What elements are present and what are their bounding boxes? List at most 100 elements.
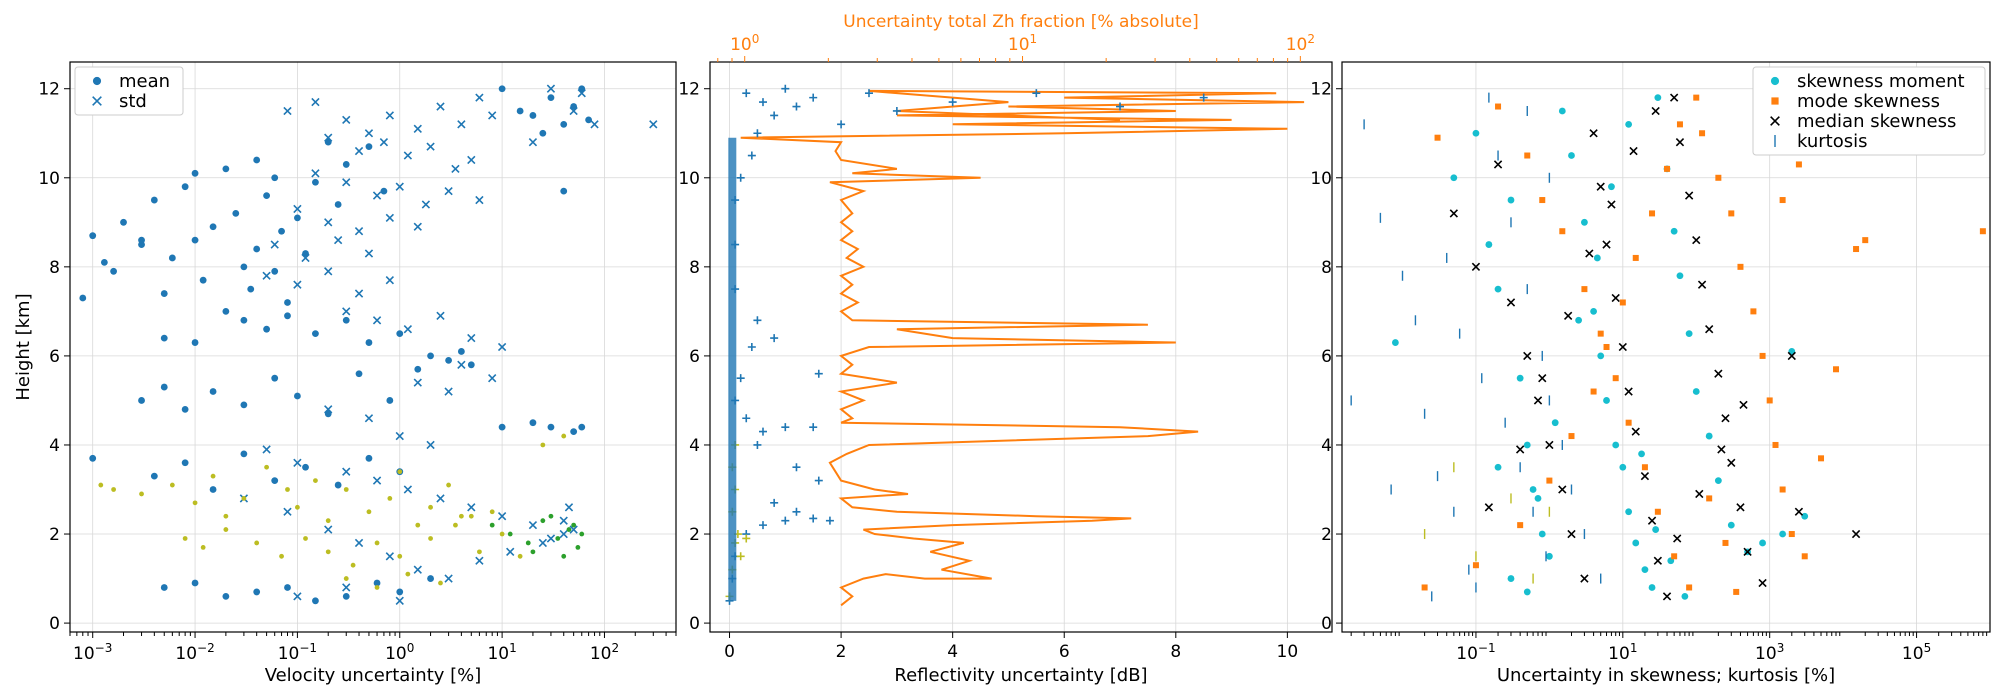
data-point — [1632, 539, 1640, 547]
data-point — [199, 276, 207, 284]
data-point — [283, 507, 292, 516]
data-point — [1669, 93, 1679, 102]
data-point — [1632, 254, 1639, 261]
data-point — [1638, 450, 1645, 458]
data-point — [1715, 174, 1722, 181]
y-tick-label: 4 — [689, 436, 700, 456]
data-point — [1516, 374, 1524, 382]
data-point — [1597, 352, 1605, 360]
data-point — [365, 143, 373, 151]
data-point — [1523, 351, 1532, 361]
data-point — [385, 276, 395, 285]
data-point — [560, 120, 568, 128]
data-point — [736, 374, 745, 383]
data-point — [753, 316, 762, 325]
data-point — [191, 579, 199, 587]
data-point — [458, 513, 464, 519]
data-point — [1611, 293, 1620, 303]
data-point — [1515, 445, 1525, 454]
data-point — [284, 312, 291, 320]
data-point — [1695, 489, 1704, 499]
data-point — [1686, 584, 1693, 591]
data-point — [498, 423, 506, 431]
data-point — [517, 553, 523, 559]
data-point — [792, 507, 801, 516]
data-point — [1545, 440, 1554, 450]
data-point — [1766, 397, 1773, 404]
legend-frame — [1752, 66, 1986, 156]
data-point — [138, 236, 145, 244]
data-point — [781, 84, 790, 93]
data-point — [334, 201, 342, 208]
data-point — [1788, 531, 1795, 538]
data-point — [150, 472, 158, 480]
data-point — [575, 544, 581, 550]
data-point — [1727, 458, 1736, 467]
data-point — [1538, 530, 1546, 538]
skewness-panel: 0 2 4 6 8 10 12 10−1 101 103 105 Uncertainty in sk… — [1310, 61, 1991, 686]
data-point — [579, 531, 585, 537]
data-point — [814, 476, 823, 485]
data-point — [342, 115, 351, 125]
data-point — [507, 531, 513, 537]
data-point — [525, 540, 531, 546]
data-point — [343, 487, 349, 492]
data-point — [120, 218, 127, 226]
data-point — [223, 513, 229, 519]
data-point — [264, 464, 269, 470]
data-point — [561, 433, 567, 439]
data-point — [488, 374, 497, 383]
data-point — [809, 514, 818, 523]
data-point — [395, 431, 404, 441]
data-point — [385, 552, 395, 561]
data-point — [837, 120, 846, 129]
data-point — [312, 330, 319, 338]
data-point — [809, 423, 818, 432]
data-point — [223, 527, 229, 532]
data-point — [403, 325, 413, 334]
y-tick-label: 10 — [38, 169, 60, 189]
data-point — [1651, 106, 1660, 116]
data-point — [241, 496, 247, 501]
data-point — [792, 463, 801, 472]
data-point — [1529, 486, 1537, 493]
data-point — [169, 482, 175, 488]
data-point — [1818, 455, 1825, 462]
reflectivity-xlabel: Reflectivity uncertainty [dB] — [894, 665, 1147, 686]
data-point — [742, 534, 751, 543]
y-tick-label: 4 — [1321, 436, 1332, 456]
skewness-ticks: 0 2 4 6 8 10 12 10−1 101 103 105 — [1310, 80, 1988, 664]
top-tick-label: 100 — [730, 32, 759, 55]
data-point — [1779, 486, 1786, 493]
data-point — [350, 562, 356, 568]
data-point — [578, 423, 586, 431]
data-point — [528, 137, 538, 147]
data-point — [529, 112, 537, 119]
data-point — [770, 334, 779, 343]
data-point — [1618, 342, 1627, 352]
data-point — [561, 553, 567, 559]
data-point — [374, 540, 380, 546]
data-point — [1434, 134, 1441, 141]
data-point — [1641, 464, 1648, 471]
data-point — [649, 120, 658, 129]
data-point — [436, 311, 445, 320]
zh-fraction-top-label: Uncertainty total Zh fraction [% absolut… — [843, 12, 1198, 32]
data-point — [1546, 477, 1553, 484]
data-point — [379, 137, 389, 147]
y-tick-label: 2 — [689, 525, 700, 545]
data-point — [444, 574, 453, 583]
data-point — [457, 360, 466, 369]
data-point — [1602, 240, 1611, 249]
data-point — [516, 107, 524, 115]
data-point — [1597, 330, 1604, 337]
data-point — [1699, 130, 1706, 137]
data-point — [475, 195, 484, 205]
data-point — [342, 467, 351, 476]
data-point — [770, 498, 779, 507]
data-point — [1625, 120, 1633, 128]
reflectivity-axes-frame — [709, 61, 1333, 633]
y-tick-label: 12 — [38, 80, 60, 100]
data-point — [209, 486, 217, 493]
x-tick-label: 102 — [590, 641, 619, 664]
